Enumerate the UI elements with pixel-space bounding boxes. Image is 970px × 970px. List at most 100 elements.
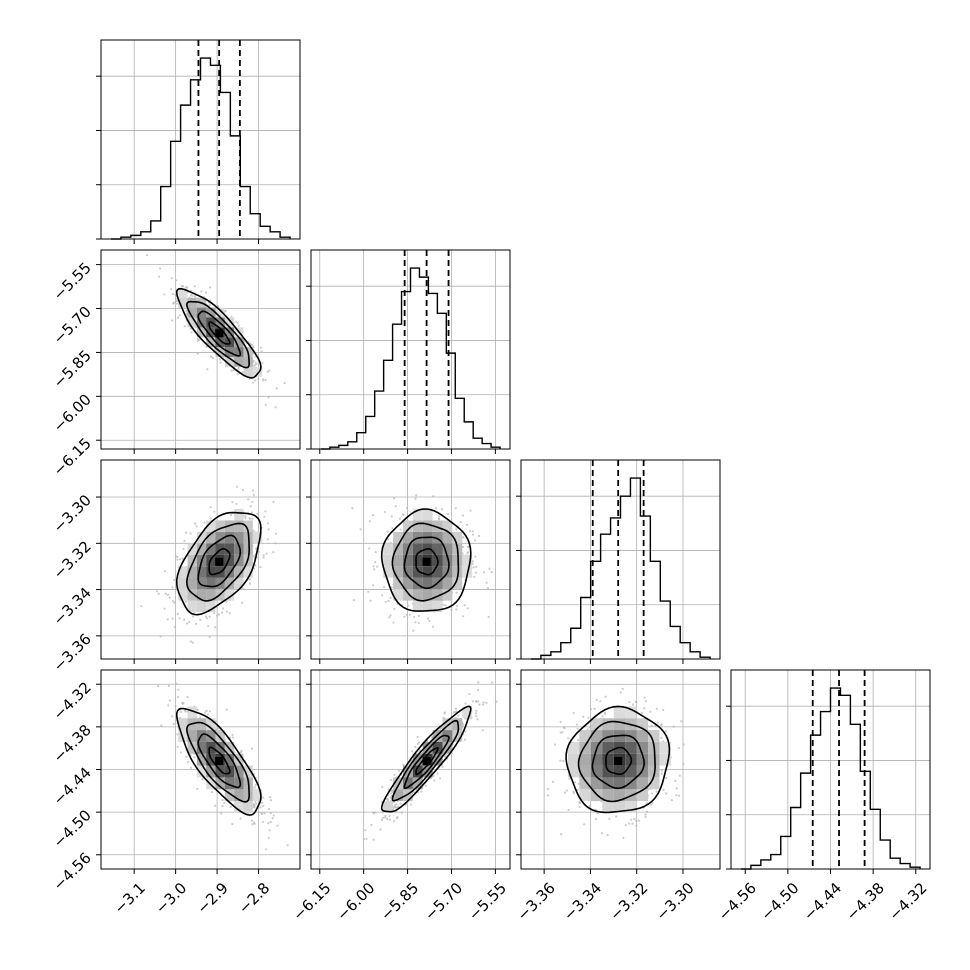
scatter-point xyxy=(283,381,286,385)
scatter-point xyxy=(262,556,265,559)
density-cell xyxy=(602,753,614,766)
scatter-point xyxy=(286,844,289,847)
scatter-point xyxy=(649,710,652,713)
density-cell xyxy=(234,508,244,521)
scatter-point xyxy=(481,729,484,732)
scatter-point xyxy=(184,531,188,534)
scatter-point xyxy=(171,586,174,589)
scatter-point xyxy=(368,520,371,523)
density-cell xyxy=(613,765,626,778)
x-tick-label: −5.85 xyxy=(377,879,422,924)
density-cell xyxy=(452,554,463,567)
scatter-point xyxy=(675,787,678,790)
scatter-point xyxy=(186,760,189,764)
density-cell xyxy=(403,789,413,802)
scatter-point xyxy=(384,600,387,604)
density-cell xyxy=(590,718,603,731)
density-cell xyxy=(224,777,235,790)
y-tick-label: −5.55 xyxy=(50,259,95,304)
density-cell xyxy=(234,520,244,532)
scatter-point xyxy=(176,316,180,319)
scatter-point xyxy=(257,378,260,381)
scatter-point xyxy=(381,594,384,597)
scatter-point xyxy=(608,817,611,820)
scatter-point xyxy=(386,530,389,533)
scatter-point xyxy=(485,581,488,584)
y-tick-label: −3.30 xyxy=(50,491,95,536)
scatter-point xyxy=(189,327,192,330)
scatter-point xyxy=(268,829,271,832)
x-tick-label: −4.32 xyxy=(885,879,930,924)
density-cell xyxy=(625,765,637,778)
scatter-point xyxy=(660,722,663,726)
scatter-point xyxy=(157,684,160,688)
density-cell xyxy=(403,566,413,578)
density-cell xyxy=(403,554,413,567)
scatter-point xyxy=(551,780,555,783)
x-tick-label: −4.56 xyxy=(715,879,760,924)
scatter-point xyxy=(374,550,377,554)
density-cell xyxy=(403,520,413,532)
scatter-point xyxy=(172,722,175,726)
scatter-point xyxy=(203,521,206,524)
density-cell xyxy=(659,741,672,754)
scatter-point xyxy=(578,801,581,804)
scatter-point xyxy=(167,704,170,707)
scatter-point xyxy=(367,590,370,593)
x-tick-label: −3.34 xyxy=(560,879,605,924)
scatter-point xyxy=(231,736,234,739)
scatter-point xyxy=(563,791,567,794)
scatter-point xyxy=(269,799,273,802)
panel-frame xyxy=(310,459,511,660)
density-cell xyxy=(442,718,453,731)
scatter-point xyxy=(578,805,581,809)
scatter-point xyxy=(645,810,649,813)
density-cell xyxy=(206,718,216,731)
density-cell xyxy=(187,589,197,601)
density-cell xyxy=(579,741,591,754)
scatter-point xyxy=(267,528,270,531)
scatter-point xyxy=(674,779,677,783)
density-panel-2-3: −3.36 −3.34 −3.32 −3.30 xyxy=(514,669,728,924)
scatter-point xyxy=(482,701,485,704)
scatter-point xyxy=(196,352,199,355)
density-cell xyxy=(602,789,614,802)
scatter-point xyxy=(204,291,208,294)
scatter-point xyxy=(262,804,265,807)
scatter-point xyxy=(251,344,254,347)
scatter-point xyxy=(252,529,255,532)
contour-line xyxy=(176,707,262,816)
scatter-point xyxy=(191,641,194,644)
scatter-point xyxy=(471,533,475,536)
scatter-point xyxy=(392,497,396,500)
density-cell xyxy=(412,566,423,578)
scatter-point xyxy=(171,617,174,620)
scatter-point xyxy=(477,534,481,538)
density-cell xyxy=(442,589,453,601)
contour-line xyxy=(176,511,262,616)
scatter-point xyxy=(235,502,238,506)
peak-marker xyxy=(614,756,623,765)
scatter-point xyxy=(237,324,240,327)
histogram-step xyxy=(530,477,711,660)
density-cell xyxy=(224,789,235,802)
scatter-point xyxy=(171,292,174,296)
scatter-point xyxy=(726,778,728,780)
scatter-point xyxy=(211,790,214,794)
scatter-point xyxy=(440,726,443,729)
scatter-point xyxy=(561,731,564,734)
density-cell xyxy=(224,589,235,601)
scatter-point xyxy=(407,604,410,607)
scatter-point xyxy=(369,599,372,602)
scatter-point xyxy=(664,776,668,779)
scatter-point xyxy=(595,698,598,702)
histogram-step xyxy=(740,687,921,870)
scatter-point xyxy=(221,798,224,802)
density-cell xyxy=(432,543,443,555)
scatter-point xyxy=(677,794,681,797)
density-cell xyxy=(215,337,225,348)
scatter-point xyxy=(155,590,159,593)
scatter-point xyxy=(185,309,188,312)
scatter-point xyxy=(168,596,171,599)
density-cell xyxy=(442,554,453,567)
